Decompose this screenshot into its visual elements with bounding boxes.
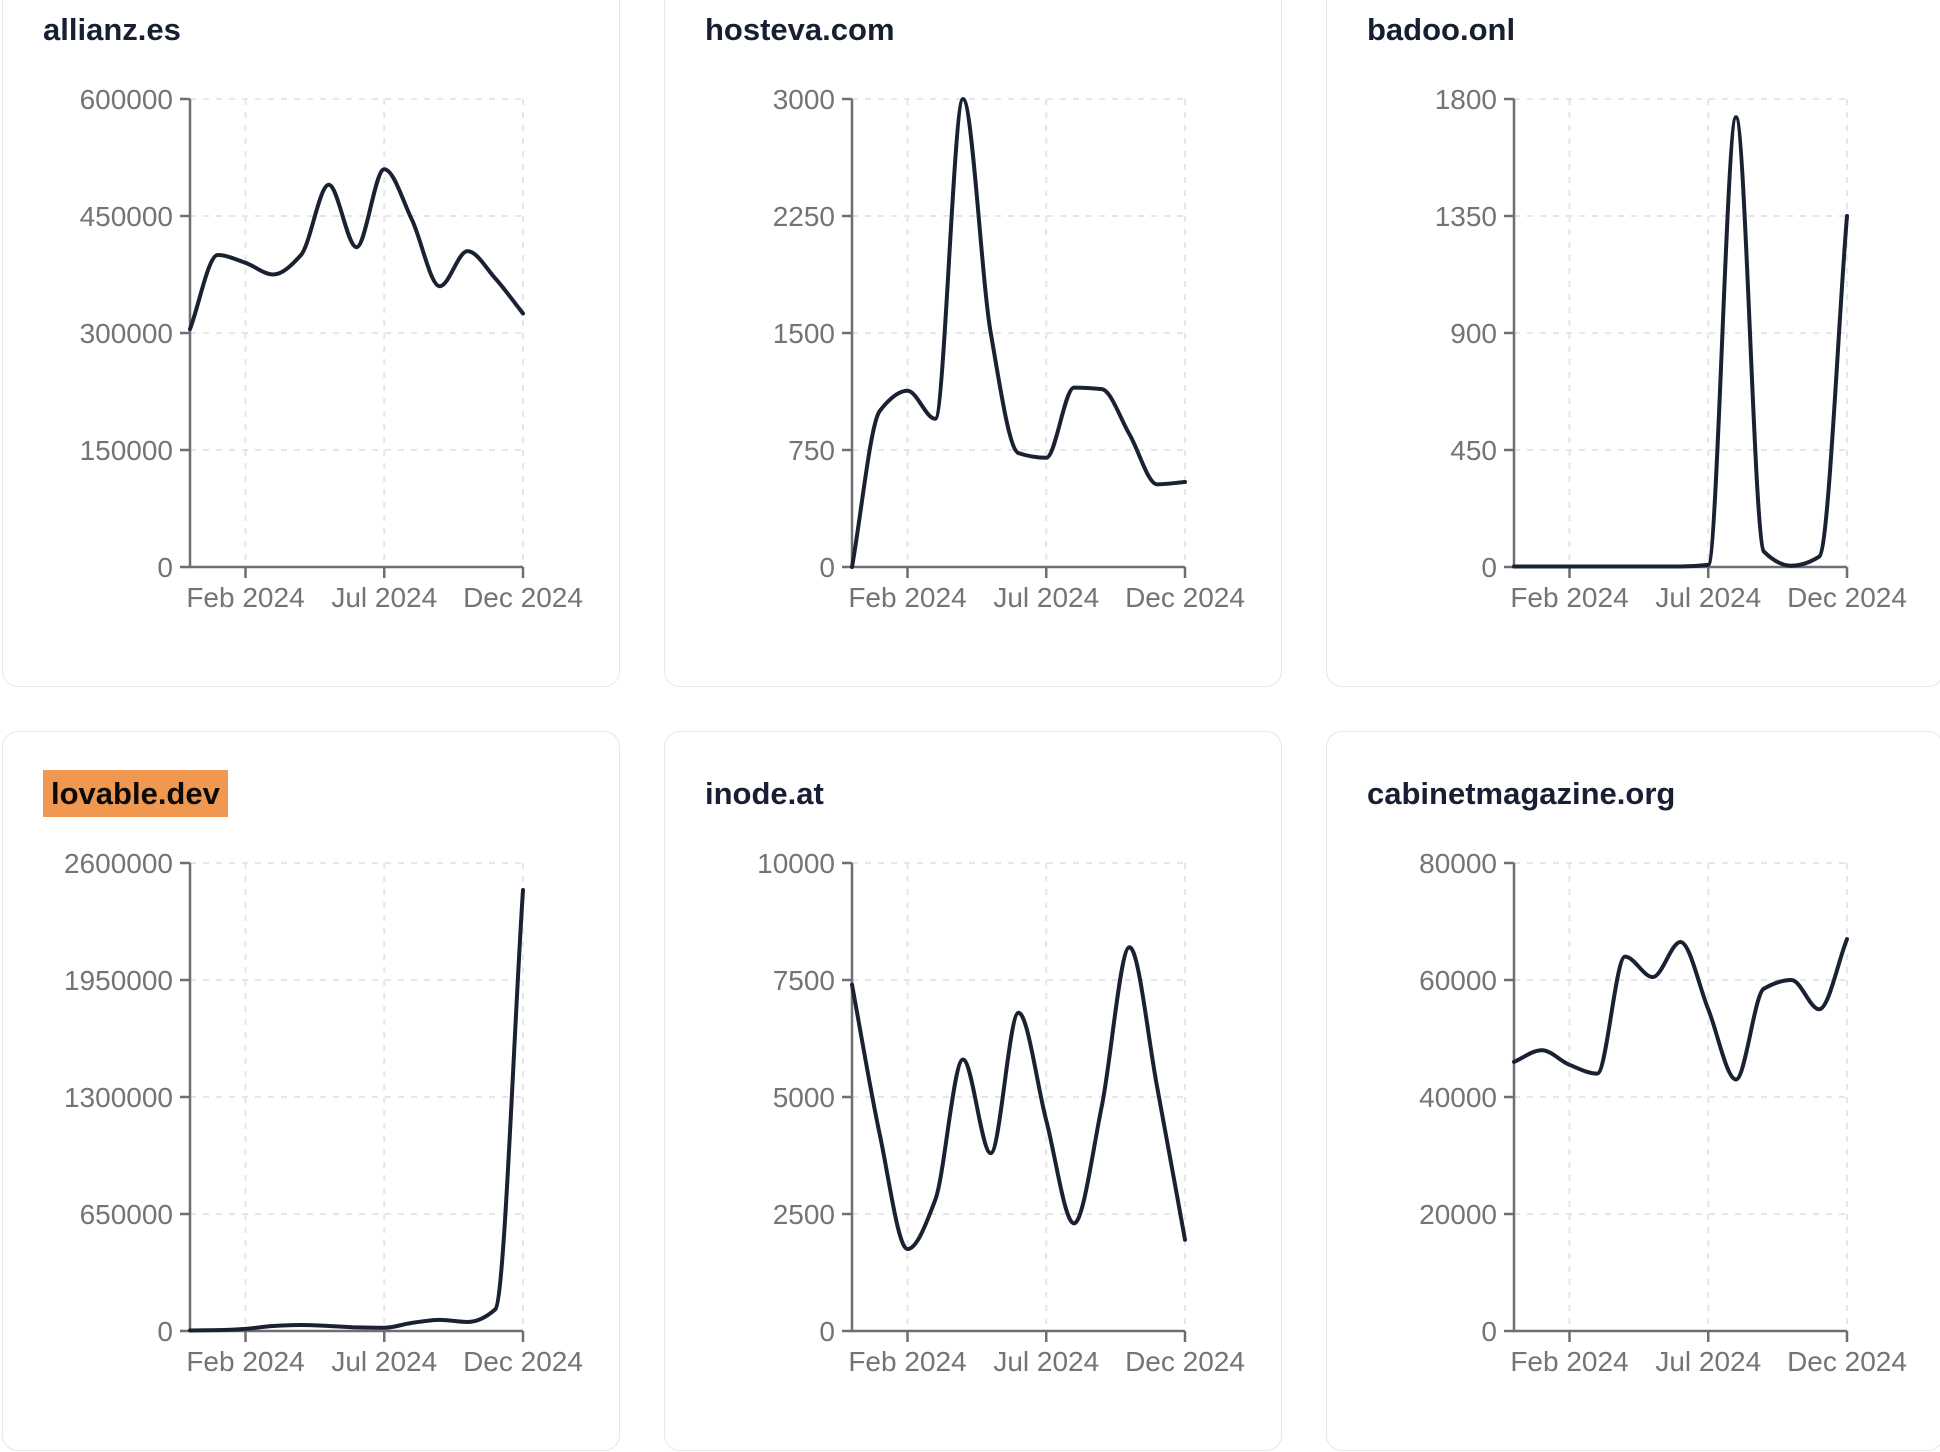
svg-text:Jul 2024: Jul 2024 [993, 582, 1099, 613]
svg-text:1500: 1500 [773, 318, 835, 349]
svg-text:1300000: 1300000 [64, 1082, 173, 1113]
svg-text:80000: 80000 [1419, 848, 1497, 879]
svg-text:150000: 150000 [80, 435, 173, 466]
chart-title-text: cabinetmagazine.org [1367, 776, 1676, 811]
svg-text:600000: 600000 [80, 84, 173, 115]
chart-card: badoo.onl 1800 1350 900 450 0 Feb 2024 Jul 202… [1326, 0, 1940, 687]
svg-text:Feb 2024: Feb 2024 [1510, 1346, 1628, 1377]
chart-title: hosteva.com [705, 14, 895, 45]
svg-text:1950000: 1950000 [64, 965, 173, 996]
svg-text:3000: 3000 [773, 84, 835, 115]
chart-title-text: allianz.es [43, 12, 181, 47]
chart-title-text: badoo.onl [1367, 12, 1516, 47]
svg-text:0: 0 [157, 1316, 173, 1347]
svg-text:Feb 2024: Feb 2024 [1510, 582, 1628, 613]
svg-text:5000: 5000 [773, 1082, 835, 1113]
svg-text:0: 0 [819, 1316, 835, 1347]
svg-text:60000: 60000 [1419, 965, 1497, 996]
line-chart: 600000 450000 300000 150000 0 Feb 2024 Jul 202… [80, 84, 583, 613]
svg-text:40000: 40000 [1419, 1082, 1497, 1113]
chart-title-text: hosteva.com [705, 12, 895, 47]
chart-card: cabinetmagazine.org 80000 60000 40000 20000… [1326, 731, 1940, 1451]
line-chart: 3000 2250 1500 750 0 Feb 2024 Jul 2024 Dec 2024 [773, 84, 1245, 613]
svg-text:0: 0 [1481, 552, 1497, 583]
svg-text:Jul 2024: Jul 2024 [1655, 1346, 1761, 1377]
svg-text:Jul 2024: Jul 2024 [331, 582, 437, 613]
svg-text:10000: 10000 [757, 848, 835, 879]
chart-card: lovable.dev 2600000 1950000 1300000 650000 0… [2, 731, 620, 1451]
chart-title-text: lovable.dev [43, 770, 228, 817]
line-chart: 80000 60000 40000 20000 0 Feb 2024 Jul 2024 Dec… [1419, 848, 1907, 1377]
svg-text:2500: 2500 [773, 1199, 835, 1230]
chart-card: hosteva.com 3000 2250 1500 750 0 Feb 2024 Jul … [664, 0, 1282, 687]
chart-card: allianz.es 600000 450000 300000 150000 0 Feb … [2, 0, 620, 687]
svg-text:Dec 2024: Dec 2024 [463, 1346, 583, 1377]
chart-title: badoo.onl [1367, 14, 1515, 45]
chart-card: inode.at 10000 7500 5000 2500 0 Feb 2024 Jul 2… [664, 731, 1282, 1451]
svg-text:300000: 300000 [80, 318, 173, 349]
svg-text:Dec 2024: Dec 2024 [1787, 582, 1907, 613]
chart-title: lovable.dev [43, 770, 228, 817]
svg-text:450000: 450000 [80, 201, 173, 232]
svg-text:2250: 2250 [773, 201, 835, 232]
svg-text:Jul 2024: Jul 2024 [993, 1346, 1099, 1377]
svg-text:Feb 2024: Feb 2024 [186, 582, 304, 613]
svg-text:0: 0 [157, 552, 173, 583]
chart-title-text: inode.at [705, 776, 824, 811]
line-chart: 10000 7500 5000 2500 0 Feb 2024 Jul 2024 Dec 20… [757, 848, 1245, 1377]
svg-text:2600000: 2600000 [64, 848, 173, 879]
svg-text:Dec 2024: Dec 2024 [463, 582, 583, 613]
svg-text:900: 900 [1450, 318, 1497, 349]
svg-text:1350: 1350 [1435, 201, 1497, 232]
svg-text:Feb 2024: Feb 2024 [848, 1346, 966, 1377]
svg-text:Jul 2024: Jul 2024 [1655, 582, 1761, 613]
svg-text:650000: 650000 [80, 1199, 173, 1230]
svg-text:Dec 2024: Dec 2024 [1125, 582, 1245, 613]
svg-text:7500: 7500 [773, 965, 835, 996]
svg-text:0: 0 [1481, 1316, 1497, 1347]
svg-text:Jul 2024: Jul 2024 [331, 1346, 437, 1377]
svg-text:Dec 2024: Dec 2024 [1125, 1346, 1245, 1377]
chart-title: inode.at [705, 778, 824, 809]
chart-title: cabinetmagazine.org [1367, 778, 1675, 809]
svg-text:Dec 2024: Dec 2024 [1787, 1346, 1907, 1377]
chart-title: allianz.es [43, 14, 181, 45]
line-chart: 1800 1350 900 450 0 Feb 2024 Jul 2024 Dec 2024 [1435, 84, 1907, 613]
svg-text:0: 0 [819, 552, 835, 583]
svg-text:450: 450 [1450, 435, 1497, 466]
svg-text:Feb 2024: Feb 2024 [186, 1346, 304, 1377]
line-chart: 2600000 1950000 1300000 650000 0 Feb 2024 Jul … [64, 848, 583, 1377]
svg-text:20000: 20000 [1419, 1199, 1497, 1230]
svg-text:750: 750 [788, 435, 835, 466]
svg-text:1800: 1800 [1435, 84, 1497, 115]
svg-text:Feb 2024: Feb 2024 [848, 582, 966, 613]
